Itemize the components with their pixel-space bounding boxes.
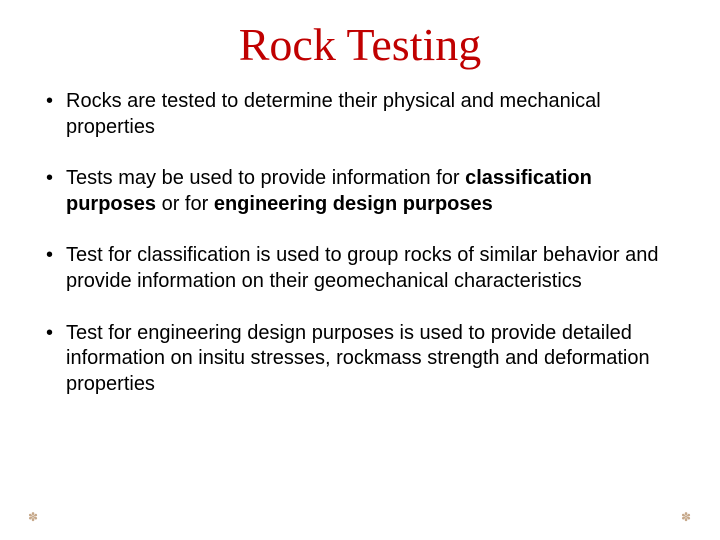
slide: Rock Testing Rocks are tested to determi… [0,0,720,540]
bullet-text: Rocks are tested to determine their phys… [66,90,601,138]
bullet-list: Rocks are tested to determine their phys… [40,89,680,397]
bullet-item: Rocks are tested to determine their phys… [40,89,680,140]
bullet-item: Test for classification is used to group… [40,243,680,294]
bullet-text: Tests may be used to provide information… [66,167,465,189]
slide-title: Rock Testing [40,18,680,71]
bullet-text: or for [156,193,214,215]
bullet-text: Test for engineering design purposes is … [66,322,650,395]
bullet-item: Test for engineering design purposes is … [40,321,680,398]
bullet-item: Tests may be used to provide information… [40,166,680,217]
ornament-left-icon: ✽ [28,510,39,524]
bullet-text: engineering design purposes [214,193,493,215]
ornament-right-icon: ✽ [681,510,692,524]
bullet-text: Test for classification is used to group… [66,244,659,292]
